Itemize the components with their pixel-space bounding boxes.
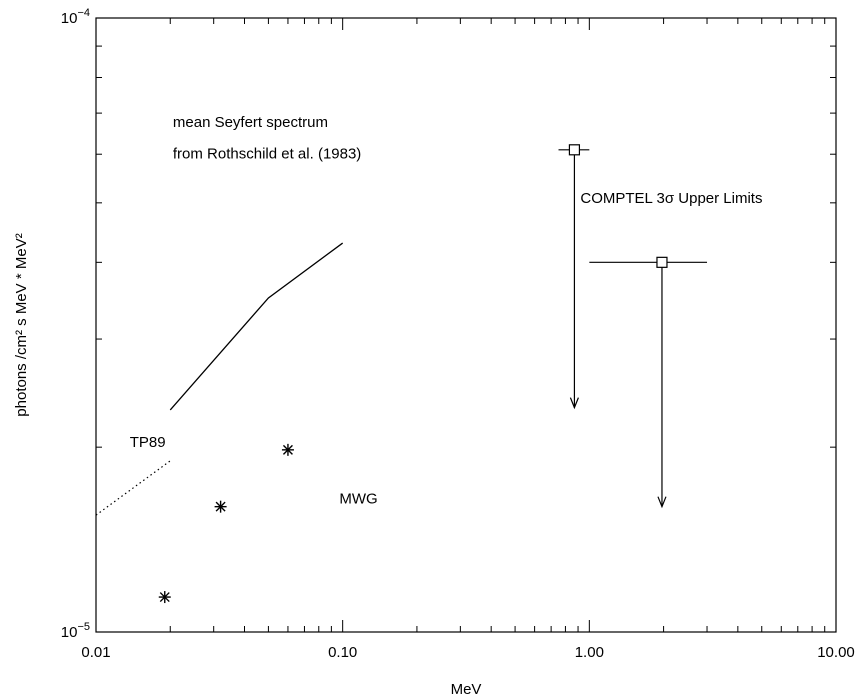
y-tick-labels: 10−5 10−4 (61, 7, 90, 641)
axis-ticks (95, 17, 836, 633)
annotations-layer: mean Seyfert spectrum from Rothschild et … (130, 114, 763, 508)
plot-frame (95, 17, 837, 633)
mwg-point (281, 443, 294, 456)
tp89-dotted-line (95, 460, 171, 516)
y-tick-label: 10−4 (61, 7, 90, 27)
annotation-comptel: COMPTEL 3σ Upper Limits (580, 190, 762, 207)
x-tick-label: 10.00 (817, 644, 855, 661)
annotation-mwg: MWG (339, 490, 377, 507)
upper-limit-marker (656, 256, 668, 268)
asterisk-stroke (282, 444, 293, 455)
upper-limit-marker (568, 144, 581, 156)
asterisk-stroke (159, 592, 170, 603)
x-axis-label: MeV (451, 681, 482, 698)
annotation-seyfert1: mean Seyfert spectrum (173, 114, 328, 131)
asterisk-stroke (215, 501, 226, 512)
mwg-point (214, 500, 227, 513)
upper-limit-point (589, 256, 708, 509)
seyfert-spectrum-line (169, 242, 344, 411)
y-tick-label: 10−5 (61, 621, 90, 641)
x-tick-label: 0.10 (328, 644, 357, 661)
y-axis-label: photons /cm² s MeV * MeV² (13, 233, 30, 416)
x-tick-label: 0.01 (81, 644, 110, 661)
upper-limit-point (558, 144, 590, 410)
annotation-tp89: TP89 (130, 434, 166, 451)
x-tick-labels: 0.01 0.10 1.00 10.00 (81, 644, 854, 661)
mwg-point (158, 591, 171, 604)
x-tick-label: 1.00 (575, 644, 604, 661)
arrow-head (569, 397, 579, 410)
series-layer (95, 144, 708, 604)
arrow-head (657, 496, 667, 509)
annotation-seyfert2: from Rothschild et al. (1983) (173, 146, 361, 163)
